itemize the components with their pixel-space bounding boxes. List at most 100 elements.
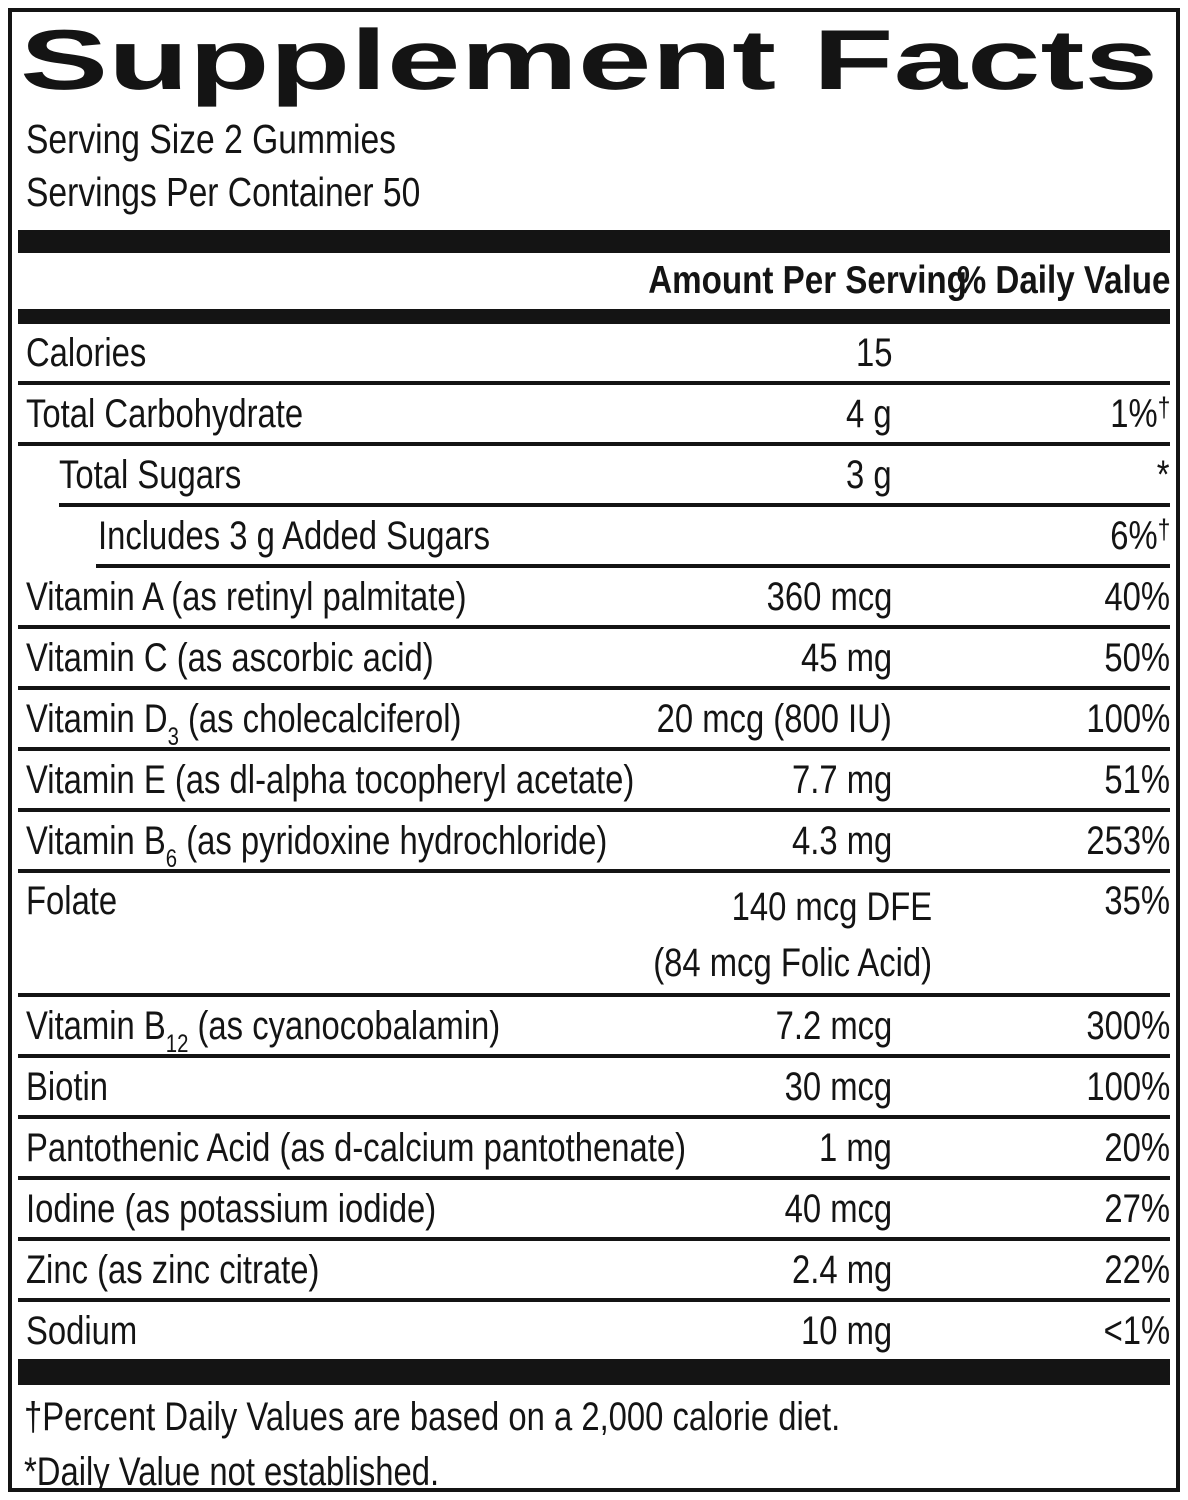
row-separator xyxy=(18,1054,1170,1059)
row-amount: 20 mcg (800 IU) xyxy=(592,697,892,741)
row-label: Vitamin E (as dl-alpha tocopheryl acetat… xyxy=(18,758,634,802)
row-label-text: Sodium xyxy=(26,1308,138,1353)
table-row: Vitamin B6 (as pyridoxine hydrochloride)… xyxy=(18,812,1170,872)
servings-per-container-text: Servings Per Container 50 xyxy=(26,169,421,216)
row-label: Total Carbohydrate xyxy=(18,392,592,436)
row-daily-value-text: 35% xyxy=(1104,879,1170,924)
table-row: Vitamin C (as ascorbic acid) 45 mg 50% xyxy=(18,629,1170,686)
table-row: Total Carbohydrate 4 g 1%† xyxy=(18,385,1170,442)
row-daily-value: 50% xyxy=(892,636,1170,680)
thick-divider-top xyxy=(18,230,1170,254)
row-amount-text: 45 mg xyxy=(800,635,892,680)
table-row: Vitamin E (as dl-alpha tocopheryl acetat… xyxy=(18,751,1170,808)
row-separator xyxy=(18,625,1170,630)
row-amount-text: 7.7 mg xyxy=(791,757,892,802)
row-label-text: Includes 3 g Added Sugars xyxy=(98,513,491,558)
table-row: Vitamin B12 (as cyanocobalamin) 7.2 mcg 30… xyxy=(18,997,1170,1058)
row-separator xyxy=(59,503,1170,508)
row-daily-value-text: <1% xyxy=(1103,1308,1170,1353)
row-amount: 4.3 mg xyxy=(592,819,892,863)
title-text: Supplement Facts xyxy=(20,22,1158,108)
row-amount: 10 mg xyxy=(592,1309,892,1353)
row-amount: 30 mcg xyxy=(592,1065,892,1109)
footnote-daily-values: †Percent Daily Values are based on a 2,0… xyxy=(18,1394,1170,1440)
row-daily-value-text: 1%† xyxy=(1109,391,1170,436)
row-separator xyxy=(18,808,1170,813)
footnote-not-established-text: *Daily Value not established. xyxy=(24,1450,440,1492)
row-label-text: Vitamin E (as dl-alpha tocopheryl acetat… xyxy=(26,757,635,802)
row-separator xyxy=(18,993,1170,998)
row-label: Zinc (as zinc citrate) xyxy=(18,1248,592,1292)
table-row: Folate 140 mcg DFE (84 mcg Folic Acid) 35% xyxy=(18,873,1170,993)
row-separator xyxy=(96,564,1170,569)
column-header-row: Amount Per Serving % Daily Value xyxy=(18,253,1170,309)
servings-per-container-line: Servings Per Container 50 xyxy=(18,169,1170,216)
row-separator xyxy=(18,381,1170,386)
column-header-dv: % Daily Value xyxy=(892,259,1170,303)
row-label-text: Vitamin C (as ascorbic acid) xyxy=(26,635,434,680)
row-daily-value-text: 51% xyxy=(1104,757,1170,802)
row-amount-text: 4 g xyxy=(846,391,892,436)
row-daily-value-text: 40% xyxy=(1104,574,1170,619)
thick-divider-bottom xyxy=(18,1359,1170,1386)
row-amount: 7.2 mcg xyxy=(592,1004,892,1048)
row-amount: 360 mcg xyxy=(592,575,892,619)
row-label-text: Folate xyxy=(26,879,118,924)
row-amount-text: 40 mcg xyxy=(784,1186,892,1231)
row-label: Biotin xyxy=(18,1065,592,1109)
row-daily-value-text: 253% xyxy=(1086,818,1170,863)
row-amount-text: 4.3 mg xyxy=(791,818,892,863)
title-svg: Supplement Facts xyxy=(20,13,1158,108)
row-amount: 15 xyxy=(592,331,892,375)
page-title: Supplement Facts xyxy=(18,13,1170,108)
table-row: Includes 3 g Added Sugars 6%† xyxy=(18,507,1170,564)
row-label: Vitamin B12 (as cyanocobalamin) xyxy=(18,1003,592,1058)
row-daily-value: 20% xyxy=(892,1126,1170,1170)
table-row: Total Sugars 3 g * xyxy=(18,446,1170,503)
row-daily-value: <1% xyxy=(892,1309,1170,1353)
row-daily-value-text: 100% xyxy=(1086,1064,1170,1109)
table-row: Pantothenic Acid (as d-calcium pantothen… xyxy=(18,1119,1170,1176)
row-label: Vitamin C (as ascorbic acid) xyxy=(18,636,592,680)
row-label-text: Biotin xyxy=(26,1064,109,1109)
row-amount-text: 1 mg xyxy=(819,1125,892,1170)
row-daily-value xyxy=(892,331,1170,375)
row-label-text: Vitamin B12 (as cyanocobalamin) xyxy=(26,1003,501,1058)
row-label: Includes 3 g Added Sugars xyxy=(18,514,592,558)
row-amount: 2.4 mg xyxy=(592,1248,892,1292)
row-separator xyxy=(18,442,1170,447)
row-label-text: Vitamin A (as retinyl palmitate) xyxy=(26,574,467,619)
row-label: Vitamin B6 (as pyridoxine hydrochloride) xyxy=(18,819,607,872)
row-amount: 40 mcg xyxy=(592,1187,892,1231)
supplement-facts-panel: Supplement Facts Serving Size 2 Gummies … xyxy=(8,8,1180,1492)
row-daily-value-text: 6%† xyxy=(1109,513,1170,558)
row-label: Total Sugars xyxy=(18,453,592,497)
row-amount-text: 3 g xyxy=(846,452,892,497)
facts-table-body: Calories 15 Total Carbohydrate 4 g 1%† Total … xyxy=(18,324,1170,1359)
row-amount-text: 30 mcg xyxy=(784,1064,892,1109)
row-daily-value: * xyxy=(892,453,1170,497)
row-amount-text: 7.2 mcg xyxy=(775,1003,892,1048)
table-row: Vitamin A (as retinyl palmitate) 360 mcg 4… xyxy=(18,568,1170,625)
row-daily-value: 253% xyxy=(892,819,1170,863)
row-separator xyxy=(18,1176,1170,1181)
row-separator xyxy=(18,1237,1170,1242)
row-amount: 1 mg xyxy=(592,1126,892,1170)
row-separator xyxy=(18,686,1170,691)
row-amount-text: 140 mcg DFE (84 mcg Folic Acid) xyxy=(653,885,933,986)
row-daily-value: 1%† xyxy=(892,392,1170,436)
row-daily-value-text: 50% xyxy=(1104,635,1170,680)
row-label-text: Vitamin B6 (as pyridoxine hydrochloride) xyxy=(26,818,608,873)
row-label-text: Zinc (as zinc citrate) xyxy=(26,1247,320,1292)
row-label: Pantothenic Acid (as d-calcium pantothen… xyxy=(18,1126,686,1170)
row-separator xyxy=(18,869,1170,874)
row-label-text: Iodine (as potassium iodide) xyxy=(26,1186,437,1231)
row-amount: 140 mcg DFE (84 mcg Folic Acid) xyxy=(592,879,932,991)
table-row: Iodine (as potassium iodide) 40 mcg 27% xyxy=(18,1180,1170,1237)
amount-per-serving-label: Amount Per Serving xyxy=(648,259,967,303)
header-divider xyxy=(18,309,1170,325)
row-label-text: Calories xyxy=(26,330,147,375)
row-label-text: Total Sugars xyxy=(59,452,242,497)
row-label-text: Total Carbohydrate xyxy=(26,391,304,436)
row-daily-value: 27% xyxy=(892,1187,1170,1231)
